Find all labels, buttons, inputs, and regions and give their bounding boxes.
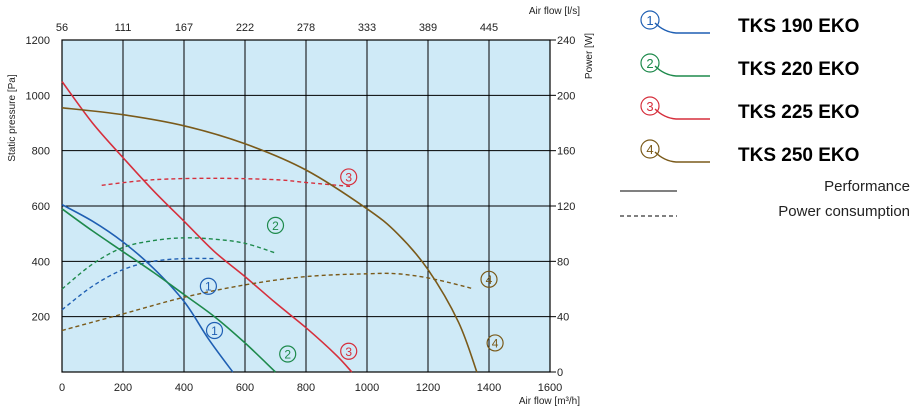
marker-perf-tks-220-eko: [279, 345, 297, 363]
legend-line-tks-220-eko: [654, 65, 710, 77]
y2-tick-label: 200: [557, 90, 575, 102]
y-tick-label: 1000: [26, 90, 50, 102]
legend-marker-tks-250-eko: [640, 139, 660, 159]
y2-tick-label: 40: [557, 312, 569, 324]
legend-marker-tks-190-eko: [640, 10, 660, 30]
x-tick-label: 1600: [538, 382, 562, 394]
legend-key-performance: Performance: [824, 178, 910, 195]
x2-tick-label: 389: [419, 22, 437, 34]
marker-perf-tks-225-eko: [340, 342, 358, 360]
marker-pow-label: 4: [486, 273, 493, 287]
x-tick-label: 600: [236, 382, 254, 394]
chart-curves: [61, 81, 478, 373]
legend-label-tks-250-eko: TKS 250 EKO: [738, 145, 859, 166]
x-tick-label: 800: [297, 382, 315, 394]
y-axis-title: Static pressure [Pa]: [7, 74, 18, 161]
x-axis-title: Air flow [m³/h]: [519, 396, 580, 407]
performance-curve-tks-225-eko: [61, 81, 353, 373]
curve-markers: 1 1 2 2 3 3 4 4: [199, 168, 504, 363]
x2-tick-label: 56: [56, 22, 68, 34]
marker-perf-label: 3: [345, 345, 352, 359]
x-tick-label: 0: [59, 382, 65, 394]
x2-axis-title: Air flow [l/s]: [529, 6, 580, 17]
performance-curve-tks-190-eko: [61, 203, 234, 373]
power-curve-tks-250-eko: [61, 272, 474, 332]
y2-tick-label: 160: [557, 146, 575, 158]
marker-perf-label: 4: [492, 336, 499, 350]
marker-perf-label: 2: [284, 348, 291, 362]
performance-curve-tks-250-eko: [61, 107, 478, 373]
legend-line-tks-250-eko: [654, 151, 710, 163]
x2-tick-label: 333: [358, 22, 376, 34]
power-curve-tks-190-eko: [61, 257, 215, 311]
x2-tick-label: 445: [480, 22, 498, 34]
marker-pow-tks-250-eko: [480, 270, 498, 288]
y2-tick-label: 80: [557, 256, 569, 268]
y-tick-label: 1200: [26, 35, 50, 47]
marker-pow-tks-220-eko: [266, 216, 285, 234]
y-tick-label: 800: [32, 146, 50, 158]
x-tick-label: 1200: [416, 382, 440, 394]
x2-tick-label: 222: [236, 22, 254, 34]
axis-ticks: 0 200 400 600 800 1000 1200 1400 160020040060080…: [26, 22, 576, 394]
marker-pow-label: 2: [272, 219, 279, 233]
legend-marker-tks-225-eko: [640, 96, 660, 116]
marker-perf-tks-250-eko: [486, 334, 504, 352]
y2-axis-title: Power [W]: [584, 33, 595, 79]
y2-tick-label: 120: [557, 201, 575, 213]
legend: 1 TKS 190 EKO 2 TKS 220 EKO 3 TKS 225 EKO 4 TKS…: [620, 10, 859, 217]
marker-pow-tks-190-eko: [205, 321, 224, 340]
x-tick-label: 400: [175, 382, 193, 394]
legend-marker-label: 1: [646, 13, 653, 28]
y-tick-label: 200: [32, 312, 50, 324]
x-tick-label: 1000: [355, 382, 379, 394]
y2-tick-label: 0: [557, 367, 563, 379]
x2-tick-label: 111: [115, 22, 132, 34]
legend-marker-label: 4: [646, 142, 653, 157]
x-tick-label: 200: [114, 382, 132, 394]
marker-pow-tks-225-eko: [340, 168, 358, 186]
performance-curve-tks-220-eko: [61, 208, 277, 373]
legend-marker-label: 3: [646, 99, 653, 114]
marker-perf-tks-190-eko: [199, 277, 217, 295]
power-curve-tks-220-eko: [61, 237, 276, 290]
marker-pow-label: 1: [211, 324, 218, 338]
legend-label-tks-220-eko: TKS 220 EKO: [738, 59, 859, 80]
marker-pow-label: 3: [345, 170, 352, 184]
legend-line-tks-225-eko: [654, 108, 710, 120]
x2-tick-label: 167: [175, 22, 193, 34]
legend-key-power: Power consumption: [778, 203, 910, 220]
legend-label-tks-225-eko: TKS 225 EKO: [738, 102, 859, 123]
y-tick-label: 600: [32, 201, 50, 213]
legend-line-tks-190-eko: [654, 22, 710, 34]
legend-marker-tks-220-eko: [640, 53, 660, 73]
legend-marker-label: 2: [646, 56, 653, 71]
y2-tick-label: 240: [557, 35, 575, 47]
x-tick-label: 1400: [477, 382, 501, 394]
x2-tick-label: 278: [297, 22, 315, 34]
legend-label-tks-190-eko: TKS 190 EKO: [738, 16, 859, 37]
marker-perf-label: 1: [205, 280, 212, 294]
y-tick-label: 400: [32, 256, 50, 268]
